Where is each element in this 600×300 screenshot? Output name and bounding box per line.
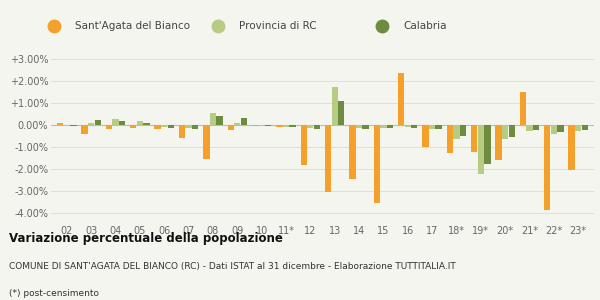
Bar <box>70 125 77 126</box>
Bar <box>64 125 70 126</box>
Bar <box>217 116 223 125</box>
Bar <box>252 125 258 126</box>
Bar <box>446 125 453 153</box>
Bar <box>429 125 435 129</box>
Bar <box>533 125 539 130</box>
Text: Sant'Agata del Bianco: Sant'Agata del Bianco <box>75 21 190 31</box>
Bar <box>387 125 393 128</box>
Bar <box>398 73 404 125</box>
Bar <box>227 125 234 130</box>
Bar <box>301 125 307 165</box>
Bar <box>112 119 119 125</box>
Bar <box>325 125 331 192</box>
Bar <box>581 125 588 130</box>
Bar <box>453 125 460 139</box>
Bar <box>544 125 550 210</box>
Bar <box>356 125 362 128</box>
Bar <box>95 120 101 125</box>
Bar <box>289 125 296 127</box>
Bar <box>374 125 380 203</box>
Bar <box>185 125 192 128</box>
Bar <box>411 125 418 128</box>
Bar <box>203 125 209 159</box>
Bar <box>349 125 356 178</box>
Bar <box>478 125 484 174</box>
Bar <box>575 125 581 131</box>
Bar <box>276 125 283 127</box>
Bar <box>283 125 289 127</box>
Text: Provincia di RC: Provincia di RC <box>239 21 317 31</box>
Bar <box>314 125 320 129</box>
Bar <box>265 125 271 126</box>
Bar <box>520 92 526 125</box>
Bar <box>307 125 313 128</box>
Bar <box>509 125 515 137</box>
Text: (*) post-censimento: (*) post-censimento <box>9 289 99 298</box>
Bar <box>362 125 369 129</box>
Bar <box>568 125 575 170</box>
Bar <box>119 122 125 125</box>
Bar <box>436 125 442 129</box>
Bar <box>88 123 94 125</box>
Text: Calabria: Calabria <box>403 21 446 31</box>
Bar <box>259 125 265 126</box>
Bar <box>167 125 174 128</box>
Text: COMUNE DI SANT'AGATA DEL BIANCO (RC) - Dati ISTAT al 31 dicembre - Elaborazione : COMUNE DI SANT'AGATA DEL BIANCO (RC) - D… <box>9 262 456 271</box>
Bar <box>210 113 216 125</box>
Bar <box>338 101 344 125</box>
Bar <box>332 88 338 125</box>
Bar <box>471 125 478 152</box>
Bar <box>241 118 247 125</box>
Bar <box>143 123 149 125</box>
Bar <box>57 123 64 125</box>
Bar <box>234 123 241 125</box>
Bar <box>106 125 112 129</box>
Bar <box>137 122 143 125</box>
Bar <box>551 125 557 134</box>
Bar <box>82 125 88 134</box>
Bar <box>526 125 533 131</box>
Bar <box>460 125 466 136</box>
Bar <box>130 125 136 128</box>
Bar <box>484 125 491 164</box>
Bar <box>161 125 167 127</box>
Text: Variazione percentuale della popolazione: Variazione percentuale della popolazione <box>9 232 283 245</box>
Bar <box>380 125 386 128</box>
Bar <box>422 125 428 147</box>
Bar <box>192 125 199 129</box>
Bar <box>502 125 508 139</box>
Bar <box>557 125 563 133</box>
Bar <box>496 125 502 160</box>
Bar <box>179 125 185 138</box>
Bar <box>404 125 411 127</box>
Bar <box>154 125 161 129</box>
